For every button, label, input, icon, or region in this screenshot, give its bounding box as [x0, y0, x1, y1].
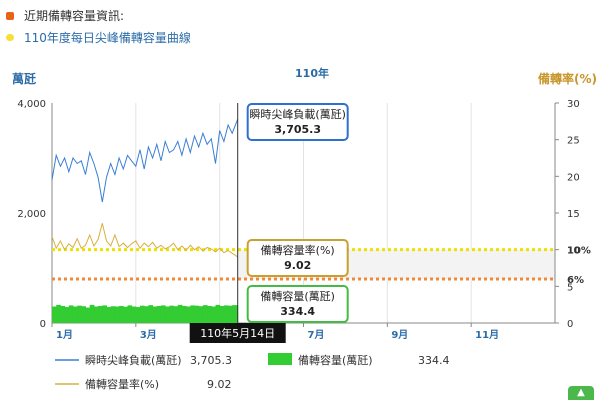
- x-tick-label: 7月: [308, 329, 325, 341]
- reserve-bar: [160, 305, 166, 323]
- reserve-bar: [215, 304, 221, 323]
- right-tick-label: 15: [567, 209, 580, 220]
- reserve-bar: [177, 304, 183, 323]
- section-title: 近期備轉容量資訊:: [24, 9, 125, 23]
- right-tick-label: 5: [567, 282, 573, 293]
- right-tick-label: 25: [567, 136, 580, 147]
- reserve-bar: [114, 306, 120, 323]
- date-cursor-label: 110年5月14日: [200, 326, 275, 340]
- reserve-tooltip-box: [246, 285, 349, 323]
- legend-label: 備轉容量(萬瓩): [298, 353, 373, 367]
- reserve-tooltip-value: 334.4: [280, 305, 315, 318]
- x-tick-label: 3月: [140, 329, 157, 341]
- reserve-bar: [52, 306, 57, 323]
- yellow-pill-bullet-icon: [6, 34, 14, 41]
- reserve-bar: [119, 305, 124, 323]
- reserve-bar: [102, 305, 107, 323]
- reserve-bar: [77, 305, 82, 323]
- reserve-rate-tooltip-box: [246, 239, 349, 277]
- chart-title: 110年: [295, 66, 329, 80]
- x-tick-label: 11月: [475, 329, 499, 341]
- reserve-bar: [93, 306, 99, 323]
- peak-load-line: [51, 119, 239, 203]
- reserve-bar: [173, 306, 179, 323]
- reserve-bar: [81, 306, 87, 323]
- reserve-bar: [68, 305, 74, 323]
- x-tick-label: 9月: [391, 329, 408, 341]
- legend-value: 9.02: [207, 378, 232, 391]
- reserve-bar: [123, 306, 128, 323]
- reserve-bar: [181, 305, 187, 323]
- reserve-rate-tooltip-value: 9.02: [284, 259, 311, 272]
- x-tick-label: 1月: [56, 329, 73, 341]
- reserve-bar: [85, 307, 91, 323]
- reserve-bar: [194, 305, 200, 323]
- date-cursor-box: [189, 323, 286, 343]
- reserve-bar: [135, 307, 141, 323]
- right-tick-label: 10: [567, 246, 580, 257]
- reserve-bar: [72, 306, 78, 323]
- threshold-6-label: 6%: [567, 275, 584, 286]
- legend-swatch: [268, 353, 292, 365]
- peak-load-tooltip-label: 瞬時尖峰負載(萬瓩): [249, 108, 346, 121]
- threshold-10-label: 10%: [567, 246, 591, 257]
- reserve-bar: [89, 304, 95, 323]
- reserve-bar: [148, 305, 154, 323]
- right-axis-label: 備轉率(%): [538, 71, 597, 86]
- curve-link-label[interactable]: 110年度每日尖峰備轉容量曲線: [24, 31, 191, 45]
- reserve-bar: [144, 306, 149, 323]
- left-tick-label: 4,000: [17, 99, 46, 110]
- section-header: 近期備轉容量資訊:: [6, 7, 124, 24]
- reserve-bar: [60, 305, 66, 323]
- legend-label: 備轉容量率(%): [85, 377, 159, 391]
- reserve-bar: [198, 306, 204, 323]
- left-tick-label: 0: [40, 319, 46, 330]
- reserve-bar: [219, 305, 225, 323]
- reserve-bar: [98, 305, 103, 323]
- reserve-bar: [211, 306, 216, 323]
- reserve-rate-line: [51, 223, 238, 258]
- orange-square-bullet-icon: [6, 11, 14, 20]
- reserve-bar: [140, 305, 145, 323]
- reserve-bar: [152, 306, 158, 323]
- reserve-bar: [202, 305, 208, 323]
- reserve-bar: [156, 305, 162, 323]
- right-tick-label: 20: [567, 172, 580, 183]
- right-tick-label: 0: [567, 319, 573, 330]
- reserve-bar: [232, 305, 239, 323]
- reserve-bar: [131, 306, 137, 323]
- legend-value: 334.4: [418, 354, 450, 367]
- reserve-bar: [186, 306, 191, 323]
- reserve-tooltip-label: 備轉容量(萬瓩): [260, 289, 335, 303]
- legend-label: 瞬時尖峰負載(萬瓩): [85, 354, 182, 367]
- scroll-top-button[interactable]: ▲: [568, 386, 594, 400]
- left-tick-label: 2,000: [17, 209, 46, 220]
- reserve-rate-tooltip-label: 備轉容量率(%): [261, 243, 335, 257]
- reserve-bar: [190, 305, 196, 323]
- reserve-bar: [110, 306, 116, 323]
- peak-load-tooltip-value: 3,705.3: [274, 123, 321, 136]
- curve-link[interactable]: 110年度每日尖峰備轉容量曲線: [6, 29, 191, 46]
- reserve-bar: [228, 305, 233, 323]
- reserve-bar: [169, 305, 175, 323]
- reserve-bar: [207, 305, 212, 323]
- reserve-bar: [127, 305, 133, 323]
- reserve-bar: [64, 307, 70, 323]
- reserve-bar: [106, 307, 112, 323]
- peak-load-tooltip-box: [246, 103, 349, 141]
- right-tick-label: 30: [567, 99, 580, 110]
- reserve-bar: [165, 306, 170, 323]
- left-axis-label: 萬瓩: [12, 71, 36, 86]
- legend-value: 3,705.3: [190, 354, 232, 367]
- reserve-bar: [223, 305, 229, 323]
- reserve-bar: [56, 304, 61, 323]
